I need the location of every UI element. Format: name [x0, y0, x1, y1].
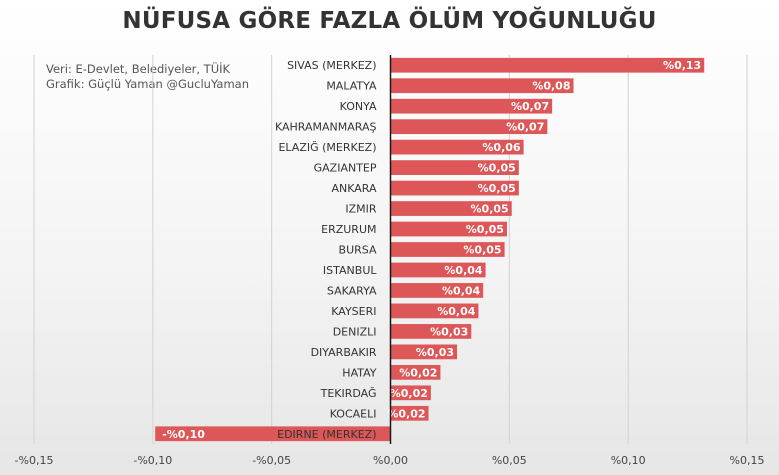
category-label-17: TEKIRDAĞ — [320, 387, 377, 400]
data-label-19: -%0,10 — [162, 428, 205, 441]
category-label-12: SAKARYA — [327, 284, 377, 297]
data-label-5: %0,06 — [482, 141, 521, 154]
data-label-14: %0,03 — [430, 325, 468, 338]
bar-11 — [390, 262, 486, 278]
data-label-1: %0,13 — [663, 59, 701, 72]
bar-8 — [390, 201, 512, 216]
category-label-10: BURSA — [339, 244, 377, 257]
category-label-8: IZMIR — [345, 203, 377, 216]
data-label-10: %0,05 — [463, 244, 501, 257]
bar-14 — [390, 324, 472, 339]
bar-10 — [390, 242, 505, 257]
x-tick-label-1: -%0,15 — [15, 454, 54, 467]
bar-4 — [390, 119, 548, 135]
x-tick-label-3: -%0,05 — [252, 454, 291, 467]
data-label-18: %0,02 — [387, 407, 425, 420]
bar-19 — [155, 426, 391, 442]
data-label-13: %0,04 — [437, 305, 476, 318]
category-label-1: SIVAS (MERKEZ) — [287, 59, 376, 72]
category-label-13: KAYSERI — [331, 305, 376, 318]
category-label-18: KOCAELI — [330, 407, 377, 420]
data-label-6: %0,05 — [478, 162, 516, 175]
category-label-7: ANKARA — [331, 182, 376, 195]
bar-3 — [390, 98, 553, 114]
category-label-9: ERZURUM — [321, 223, 376, 236]
bar-1 — [390, 57, 705, 73]
x-tick-label-2: -%0,10 — [133, 454, 172, 467]
bar-15 — [390, 344, 458, 360]
bar-17 — [390, 385, 431, 401]
author-credit: Grafik: Güçlü Yaman @GucluYaman — [46, 77, 249, 91]
bar-5 — [390, 139, 524, 155]
data-label-11: %0,04 — [444, 264, 483, 277]
bar-13 — [390, 303, 479, 319]
data-label-15: %0,03 — [416, 346, 454, 359]
x-tick-label-7: %0,15 — [730, 454, 765, 467]
category-label-5: ELAZIĞ (MERKEZ) — [278, 141, 376, 154]
data-label-12: %0,04 — [442, 284, 481, 297]
category-label-19: EDIRNE (MERKEZ) — [277, 428, 376, 441]
data-label-17: %0,02 — [390, 387, 428, 400]
category-label-16: HATAY — [342, 366, 376, 379]
data-label-7: %0,05 — [478, 182, 516, 195]
bar-18 — [390, 405, 429, 421]
category-label-3: KONYA — [340, 100, 377, 113]
x-tick-label-6: %0,10 — [611, 454, 646, 467]
bar-9 — [390, 221, 507, 237]
credits-box: Veri: E-Devlet, Belediyeler, TÜİK Grafik… — [46, 62, 249, 92]
bar-7 — [390, 180, 519, 196]
bar-16 — [390, 364, 441, 380]
data-label-4: %0,07 — [506, 121, 544, 134]
category-label-15: DIYARBAKIR — [311, 346, 377, 359]
x-tick-label-4: %0,00 — [373, 454, 408, 467]
source-credit: Veri: E-Devlet, Belediyeler, TÜİK — [46, 62, 231, 76]
x-tick-label-5: %0,05 — [492, 454, 527, 467]
category-label-2: MALATYA — [326, 80, 377, 93]
category-label-4: KAHRAMANMARAŞ — [275, 121, 377, 134]
data-label-16: %0,02 — [399, 366, 437, 379]
category-label-11: ISTANBUL — [323, 264, 377, 277]
data-label-8: %0,05 — [471, 203, 509, 216]
category-label-14: DENIZLI — [333, 325, 377, 338]
chart-title: NÜFUSA GÖRE FAZLA ÖLÜM YOĞUNLUĞU — [122, 8, 657, 34]
data-label-3: %0,07 — [511, 100, 549, 113]
category-label-6: GAZIANTEP — [314, 162, 377, 175]
bar-12 — [390, 283, 484, 298]
data-label-2: %0,08 — [532, 80, 570, 93]
bar-6 — [390, 160, 519, 175]
bar-2 — [390, 78, 574, 94]
data-label-9: %0,05 — [466, 223, 504, 236]
